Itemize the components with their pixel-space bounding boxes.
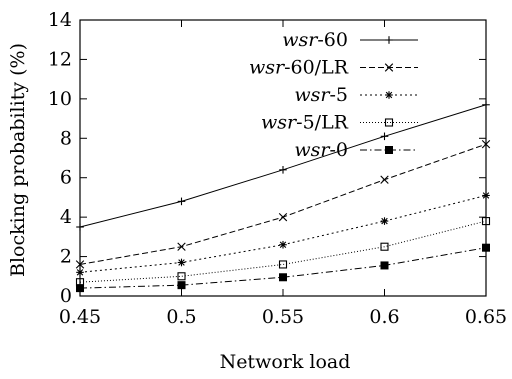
data-point-square-filled [76, 284, 84, 293]
data-point-cross [481, 140, 491, 149]
series-5 [76, 243, 490, 293]
series-3 [76, 191, 490, 277]
data-point-cross [380, 175, 389, 184]
data-point-star [380, 217, 389, 225]
x-axis-label: Network load [220, 351, 351, 373]
x-tick-label: 0.55 [262, 306, 304, 328]
data-point-square-open [481, 217, 491, 226]
legend-label-suffix: -60/LR [284, 57, 349, 79]
data-point-star [177, 258, 186, 267]
legend-entry: wsr-60 [282, 29, 418, 51]
data-point-square-filled [380, 261, 389, 270]
legend-entry: wsr-5/LR [261, 112, 418, 134]
legend-entry: wsr-0 [294, 139, 418, 161]
legend-label: wsr-0 [294, 139, 348, 161]
data-point-cross [384, 63, 394, 72]
y-tick-label: 12 [48, 48, 72, 70]
data-point-square-filled [385, 146, 393, 154]
y-tick-label: 10 [48, 88, 72, 110]
data-point-plus [380, 132, 389, 141]
series-2 [75, 140, 491, 269]
legend-label-prefix: wsr [261, 112, 298, 134]
data-point-square-open [380, 242, 389, 251]
legend-entry: wsr-60/LR [249, 57, 418, 79]
legend-label-suffix: -5/LR [296, 112, 349, 134]
data-point-star [76, 268, 84, 277]
legend-label-prefix: wsr [294, 139, 331, 161]
x-tick-label: 0.6 [369, 306, 399, 328]
legend-label-prefix: wsr [294, 84, 331, 106]
data-point-plus [279, 166, 287, 174]
data-point-square-filled [482, 243, 490, 252]
legend-label-prefix: wsr [249, 57, 286, 79]
data-point-cross [278, 212, 288, 222]
data-point-square-open [278, 260, 288, 269]
data-point-plus [76, 223, 84, 231]
x-tick-label: 0.5 [166, 306, 196, 328]
data-point-plus [482, 100, 490, 109]
data-point-square-filled [279, 273, 287, 282]
data-point-plus [385, 36, 393, 44]
y-axis-label: Blocking probability (%) [7, 43, 29, 277]
data-point-square-filled [177, 281, 186, 290]
legend-label: wsr-5 [294, 84, 348, 106]
series-line [79, 220, 487, 283]
data-point-square-open [177, 272, 186, 281]
legend-label: wsr-5/LR [261, 112, 349, 134]
data-point-cross [75, 260, 85, 269]
legend-label-prefix: wsr [282, 29, 319, 51]
legend-label-suffix: -0 [329, 139, 348, 161]
y-tick-label: 4 [60, 206, 72, 228]
y-tick-label: 6 [60, 167, 72, 189]
data-point-star [279, 240, 287, 249]
y-tick-label: 0 [60, 285, 72, 307]
data-point-star [482, 191, 490, 200]
series-1 [76, 100, 490, 231]
legend-label: wsr-60 [282, 29, 348, 51]
series-4 [75, 217, 491, 287]
x-tick-label: 0.45 [59, 306, 101, 328]
y-tick-label: 8 [60, 127, 72, 149]
y-tick-label: 14 [48, 9, 72, 31]
y-tick-label: 2 [60, 246, 72, 268]
legend-label-suffix: -60 [317, 29, 348, 51]
data-point-cross [177, 242, 186, 251]
legend-entry: wsr-5 [294, 84, 418, 106]
data-point-square-open [384, 118, 394, 127]
x-tick-label: 0.65 [465, 306, 507, 328]
data-point-star [385, 91, 393, 99]
legend-label: wsr-60/LR [249, 57, 349, 79]
legend-label-suffix: -5 [329, 84, 348, 106]
data-point-plus [177, 197, 186, 206]
